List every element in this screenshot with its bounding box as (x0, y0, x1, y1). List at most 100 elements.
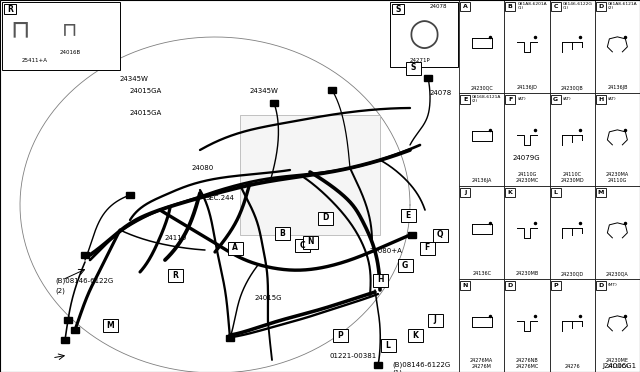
Text: G: G (402, 260, 408, 269)
Text: C: C (553, 4, 557, 9)
Text: D: D (598, 283, 604, 288)
FancyBboxPatch shape (392, 4, 404, 14)
Bar (550, 93, 595, 186)
Text: ⊓: ⊓ (62, 20, 77, 39)
Text: 24079G: 24079G (513, 155, 541, 161)
FancyBboxPatch shape (227, 241, 243, 254)
Bar (390, 2, 458, 67)
Text: 24276MA
24276M: 24276MA 24276M (470, 358, 493, 369)
Bar (459, 93, 504, 186)
Bar (504, 0, 550, 93)
Text: (AT): (AT) (517, 97, 526, 101)
Bar (459, 0, 504, 93)
Text: N: N (307, 237, 313, 247)
Text: 24230QC: 24230QC (470, 85, 493, 90)
Text: 24230MA
24110G: 24230MA 24110G (605, 172, 629, 183)
Text: H: H (377, 276, 383, 285)
Bar (71, 327, 79, 333)
Text: 08146-6122G
(1): 08146-6122G (1) (563, 2, 592, 10)
Text: D: D (598, 4, 604, 9)
Text: 24230MB: 24230MB (515, 271, 538, 276)
Text: R: R (172, 270, 178, 279)
FancyBboxPatch shape (102, 318, 118, 331)
Text: 24276: 24276 (564, 364, 580, 369)
Bar (81, 252, 89, 258)
Text: 081A8-6201A
(1): 081A8-6201A (1) (517, 2, 547, 10)
FancyBboxPatch shape (460, 281, 470, 290)
Text: (B)08146-6122G: (B)08146-6122G (392, 362, 451, 369)
Bar (0, 0, 459, 372)
Text: 01221-00381: 01221-00381 (330, 353, 377, 359)
Bar (2, 2, 120, 70)
Text: L: L (554, 190, 557, 195)
Text: (MT): (MT) (608, 283, 618, 287)
Text: (2): (2) (55, 287, 65, 294)
FancyBboxPatch shape (333, 328, 348, 341)
Text: 24136JB: 24136JB (607, 85, 628, 90)
FancyBboxPatch shape (433, 228, 447, 241)
Text: P: P (553, 283, 558, 288)
FancyBboxPatch shape (550, 2, 561, 11)
Text: R: R (7, 4, 13, 13)
Text: G: G (553, 97, 558, 102)
FancyBboxPatch shape (303, 235, 317, 248)
FancyBboxPatch shape (275, 227, 289, 240)
Text: (1): (1) (392, 370, 402, 372)
Text: 24110: 24110 (165, 235, 188, 241)
Bar (374, 362, 382, 368)
Text: D: D (322, 214, 328, 222)
Text: 24110C
24230MD: 24110C 24230MD (560, 172, 584, 183)
Text: E: E (463, 97, 467, 102)
FancyBboxPatch shape (550, 281, 561, 290)
Bar (550, 279, 595, 372)
Text: ⊓: ⊓ (10, 18, 29, 42)
Bar (226, 335, 234, 341)
FancyBboxPatch shape (460, 95, 470, 104)
FancyBboxPatch shape (428, 314, 442, 327)
Text: C: C (299, 241, 305, 250)
FancyBboxPatch shape (372, 273, 387, 286)
FancyBboxPatch shape (505, 281, 515, 290)
Text: (AT): (AT) (608, 97, 616, 101)
Text: B: B (279, 228, 285, 237)
FancyBboxPatch shape (401, 208, 415, 221)
FancyBboxPatch shape (550, 95, 561, 104)
Text: 24016B: 24016B (60, 49, 81, 55)
Text: 08168-6121A
(2): 08168-6121A (2) (472, 95, 501, 103)
Text: 24080: 24080 (192, 165, 214, 171)
Text: N: N (462, 283, 468, 288)
Text: F: F (508, 97, 513, 102)
Bar (328, 87, 336, 93)
Bar (550, 0, 595, 93)
Text: ◯: ◯ (408, 20, 440, 49)
FancyBboxPatch shape (596, 2, 605, 11)
Text: L: L (385, 340, 390, 350)
Text: 25411+A: 25411+A (22, 58, 48, 62)
Bar (240, 115, 380, 235)
FancyBboxPatch shape (408, 328, 422, 341)
Text: M: M (598, 190, 604, 195)
Bar (595, 279, 640, 372)
Text: 24080+A: 24080+A (370, 248, 403, 254)
FancyBboxPatch shape (505, 188, 515, 197)
Text: 24136C: 24136C (472, 271, 491, 276)
Text: 24078: 24078 (430, 4, 447, 9)
Text: 24136JA: 24136JA (472, 178, 492, 183)
Text: B: B (508, 4, 513, 9)
Text: 24345W: 24345W (120, 76, 149, 82)
Bar (126, 192, 134, 198)
Text: F: F (424, 244, 429, 253)
Text: (AT): (AT) (563, 97, 571, 101)
Text: 24230ME
24110CA: 24230ME 24110CA (606, 358, 629, 369)
Text: 081A8-6121A
(2): 081A8-6121A (2) (608, 2, 637, 10)
Bar (459, 279, 504, 372)
Bar (270, 100, 278, 106)
FancyBboxPatch shape (4, 4, 16, 14)
Text: J: J (464, 190, 466, 195)
Text: SEC.244: SEC.244 (205, 195, 234, 201)
Text: 24345W: 24345W (250, 88, 279, 94)
Text: 24136JD: 24136JD (516, 85, 538, 90)
Text: A: A (463, 4, 467, 9)
Bar (595, 0, 640, 93)
Bar (504, 93, 550, 186)
